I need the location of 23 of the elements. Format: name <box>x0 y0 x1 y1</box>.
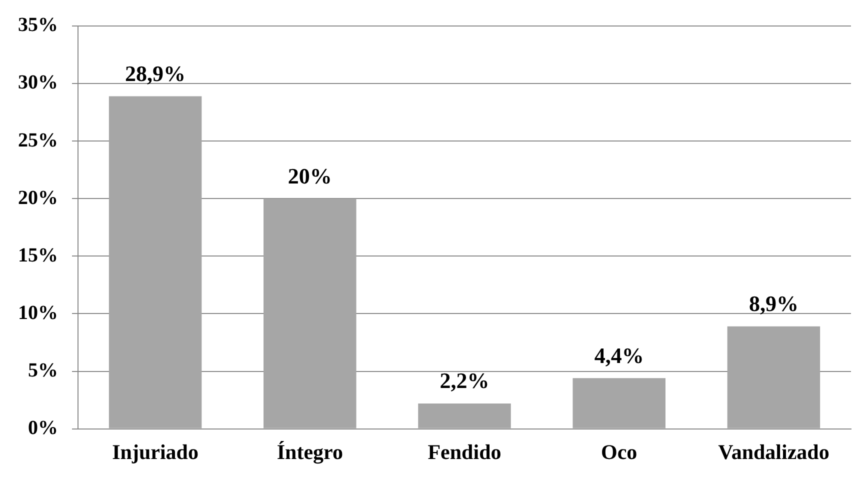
y-tick-label: 25% <box>18 129 58 152</box>
bar <box>727 326 820 428</box>
x-tick-label: Vandalizado <box>718 440 830 464</box>
y-tick-label: 15% <box>18 244 58 266</box>
x-tick-label: Fendido <box>428 440 502 464</box>
data-label: 28,9% <box>125 60 186 86</box>
y-tick-label: 0% <box>28 416 58 439</box>
bar <box>264 198 356 428</box>
data-label: 8,9% <box>748 291 798 316</box>
x-tick-label: Injuriado <box>112 440 198 464</box>
y-tick-label: 10% <box>18 302 58 324</box>
y-tick-label: 30% <box>18 72 58 94</box>
y-tick-label: 20% <box>18 186 58 209</box>
x-tick-label: Íntegro <box>276 440 343 464</box>
x-tick-label: Oco <box>601 440 638 464</box>
bar <box>108 96 202 428</box>
bar <box>418 403 511 428</box>
data-label: 2,2% <box>440 368 490 394</box>
data-label: 20% <box>288 163 332 188</box>
bar <box>572 378 666 428</box>
data-label: 4,4% <box>594 342 644 368</box>
y-tick-label: 5% <box>28 359 58 382</box>
y-tick-label: 35% <box>18 14 58 36</box>
